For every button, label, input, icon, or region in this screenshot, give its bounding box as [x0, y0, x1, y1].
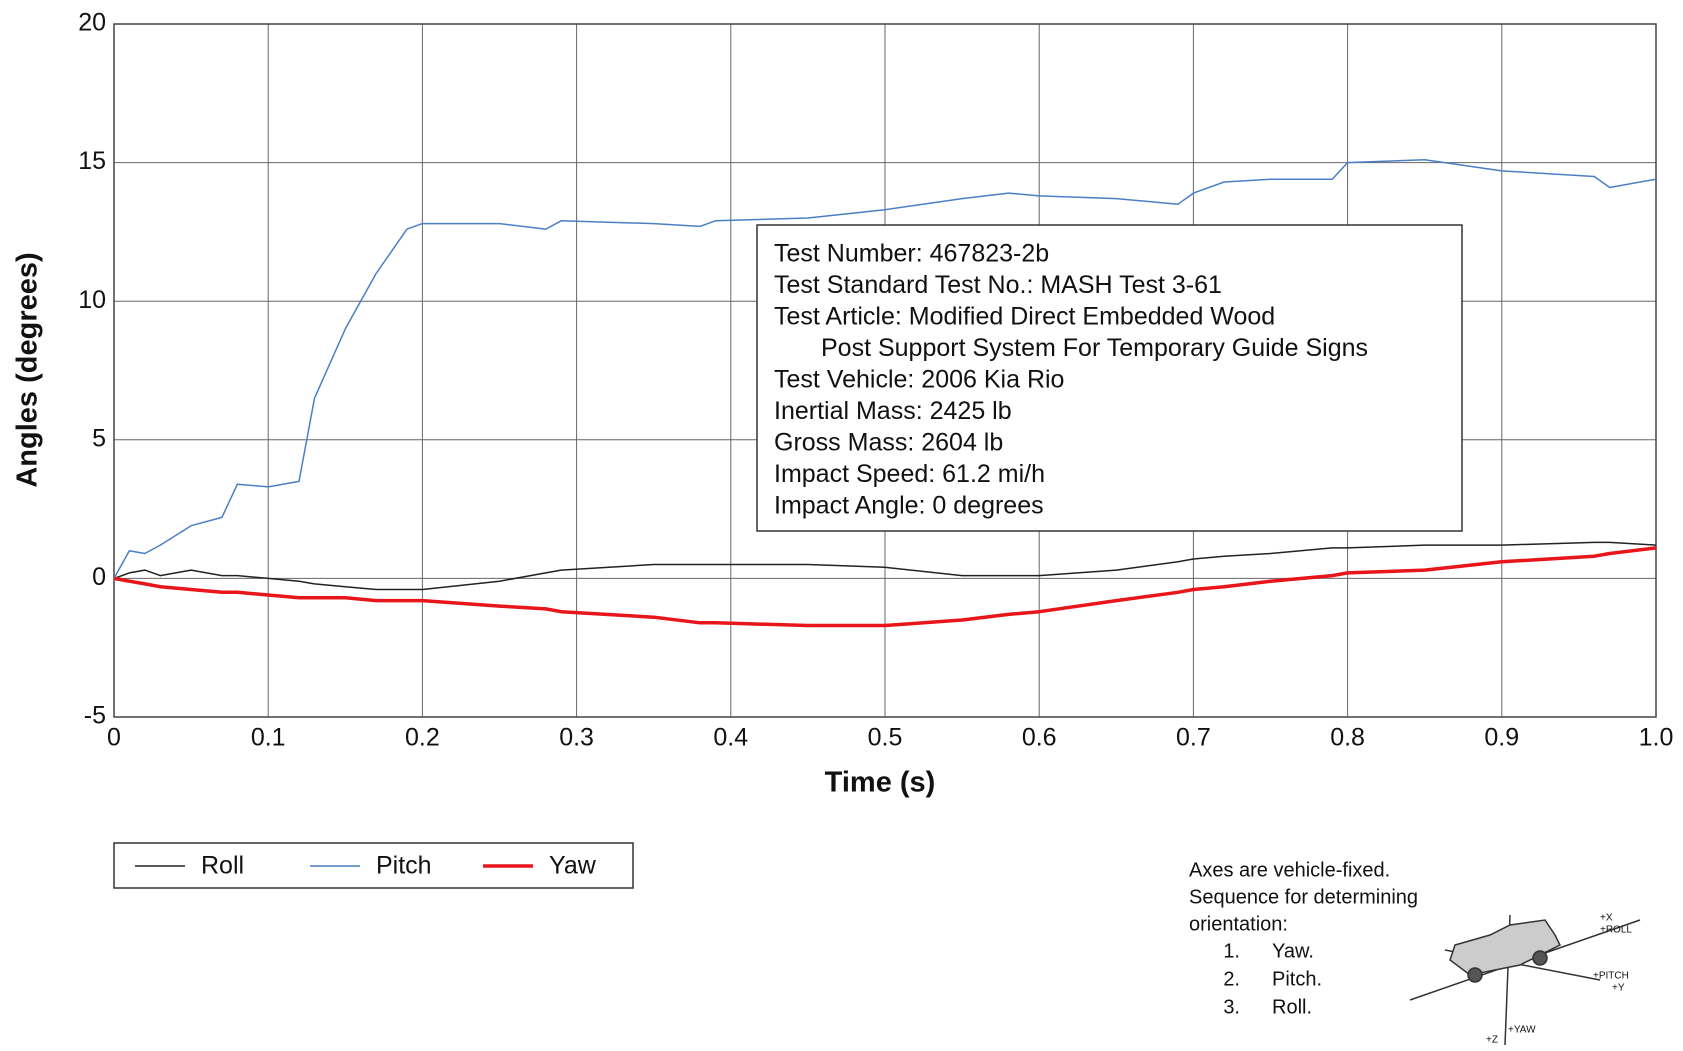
- diagram-label: +ROLL: [1600, 925, 1632, 936]
- note-line: Sequence for determining: [1189, 886, 1418, 908]
- x-tick-label: 0.9: [1484, 724, 1519, 752]
- x-tick-label: 0: [107, 724, 121, 752]
- y-axis-label: Angles (degrees): [12, 252, 44, 487]
- legend-box: [113, 842, 634, 889]
- sequence-text: Pitch.: [1272, 968, 1322, 990]
- y-tick-label: 5: [92, 424, 106, 452]
- x-tick-label: 0.5: [868, 724, 903, 752]
- y-tick-label: 20: [78, 9, 106, 37]
- legend-label: Yaw: [549, 852, 597, 880]
- series-line: [113, 546, 1657, 628]
- x-tick-label: 0.4: [713, 724, 748, 752]
- sequence-number: 2.: [1223, 968, 1240, 990]
- vehicle-diagram: [1409, 914, 1641, 1046]
- note-line: Axes are vehicle-fixed.: [1189, 859, 1390, 881]
- info-line: Post Support System For Temporary Guide …: [821, 334, 1368, 362]
- diagram-label: +YAW: [1508, 1025, 1536, 1036]
- x-tick-label: 0.7: [1176, 724, 1211, 752]
- sequence-number: 1.: [1223, 940, 1240, 962]
- sequence-number: 3.: [1223, 996, 1240, 1018]
- x-axis-label: Time (s): [825, 767, 936, 799]
- info-line: Test Vehicle: 2006 Kia Rio: [774, 366, 1064, 394]
- sequence-text: Roll.: [1272, 996, 1312, 1018]
- x-tick-label: 1.0: [1639, 724, 1674, 752]
- y-tick-label: 15: [78, 147, 106, 175]
- series-line: [113, 541, 1657, 591]
- x-tick-label: 0.1: [251, 724, 286, 752]
- x-tick-label: 0.8: [1330, 724, 1365, 752]
- info-line: Impact Angle: 0 degrees: [774, 492, 1044, 520]
- plot-frame: [113, 23, 1657, 718]
- diagram-label: +PITCH: [1593, 971, 1629, 982]
- info-line: Test Standard Test No.: MASH Test 3-61: [774, 271, 1222, 299]
- info-box: [756, 224, 1463, 532]
- y-tick-label: 10: [78, 286, 106, 314]
- info-line: Test Number: 467823-2b: [774, 240, 1049, 268]
- info-line: Test Article: Modified Direct Embedded W…: [774, 303, 1275, 331]
- y-tick-label: 0: [92, 563, 106, 591]
- info-line: Gross Mass: 2604 lb: [774, 429, 1003, 457]
- legend-label: Roll: [201, 852, 244, 880]
- y-tick-label: -5: [84, 702, 106, 730]
- sequence-text: Yaw.: [1272, 940, 1314, 962]
- note-line: orientation:: [1189, 913, 1288, 935]
- info-line: Inertial Mass: 2425 lb: [774, 397, 1012, 425]
- diagram-label: +Z: [1486, 1035, 1498, 1046]
- x-tick-label: 0.3: [559, 724, 594, 752]
- x-tick-label: 0.6: [1022, 724, 1057, 752]
- legend-label: Pitch: [376, 852, 432, 880]
- info-line: Impact Speed: 61.2 mi/h: [774, 460, 1045, 488]
- x-tick-label: 0.2: [405, 724, 440, 752]
- diagram-label: +Y: [1612, 983, 1625, 994]
- series-line: [113, 159, 1657, 579]
- diagram-label: +X: [1600, 913, 1613, 924]
